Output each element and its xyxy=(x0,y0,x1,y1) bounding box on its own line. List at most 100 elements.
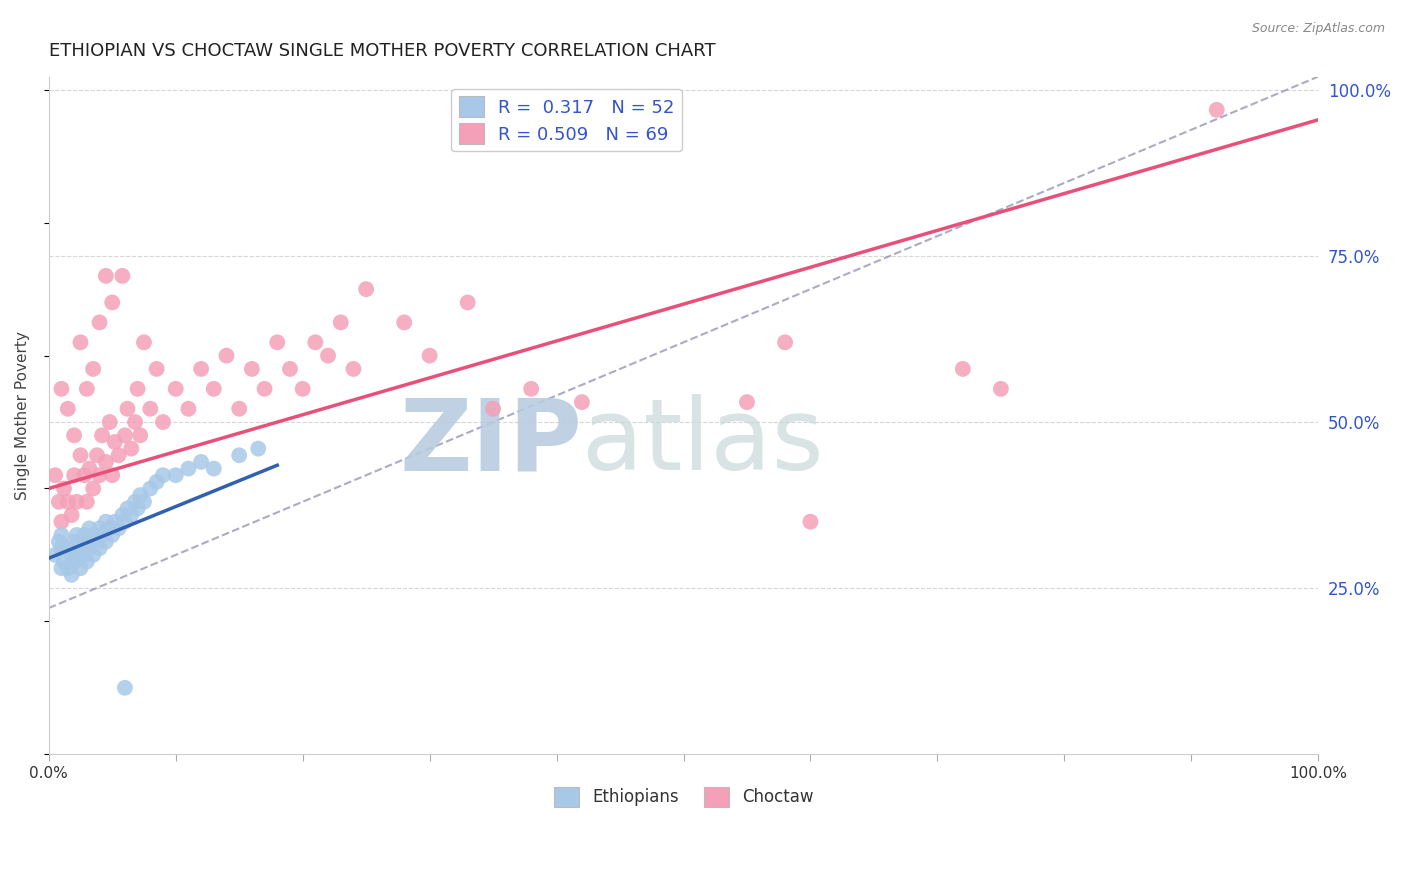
Point xyxy=(952,362,974,376)
Point xyxy=(111,268,134,283)
Point xyxy=(152,415,174,429)
Point xyxy=(53,482,76,496)
Point xyxy=(51,561,73,575)
Point xyxy=(114,515,136,529)
Point xyxy=(82,482,104,496)
Point xyxy=(48,534,70,549)
Point xyxy=(117,501,139,516)
Point xyxy=(457,295,479,310)
Point xyxy=(66,548,89,562)
Point xyxy=(76,534,98,549)
Point xyxy=(79,541,101,556)
Point xyxy=(89,541,111,556)
Point xyxy=(76,382,98,396)
Point xyxy=(177,461,200,475)
Point xyxy=(120,508,142,522)
Point xyxy=(56,561,79,575)
Point xyxy=(101,468,124,483)
Point xyxy=(165,468,187,483)
Point xyxy=(139,482,162,496)
Point xyxy=(63,555,86,569)
Point xyxy=(266,335,288,350)
Point xyxy=(145,362,167,376)
Point xyxy=(139,401,162,416)
Point xyxy=(228,401,250,416)
Point xyxy=(145,475,167,489)
Point xyxy=(799,515,821,529)
Y-axis label: Single Mother Poverty: Single Mother Poverty xyxy=(15,331,30,500)
Point xyxy=(247,442,270,456)
Point xyxy=(98,415,121,429)
Point xyxy=(89,521,111,535)
Point xyxy=(66,495,89,509)
Point xyxy=(107,448,129,462)
Point xyxy=(291,382,314,396)
Point xyxy=(152,468,174,483)
Point xyxy=(104,434,127,449)
Point xyxy=(104,515,127,529)
Point xyxy=(73,548,96,562)
Point xyxy=(94,534,117,549)
Point xyxy=(86,534,108,549)
Point xyxy=(98,521,121,535)
Text: ZIP: ZIP xyxy=(399,394,582,491)
Point xyxy=(773,335,796,350)
Point xyxy=(86,448,108,462)
Point xyxy=(127,501,149,516)
Point xyxy=(69,561,91,575)
Point xyxy=(63,468,86,483)
Point xyxy=(342,362,364,376)
Point xyxy=(107,521,129,535)
Point xyxy=(79,521,101,535)
Point xyxy=(129,428,152,442)
Point xyxy=(76,555,98,569)
Point xyxy=(73,528,96,542)
Point xyxy=(304,335,326,350)
Point xyxy=(329,315,352,329)
Point xyxy=(63,534,86,549)
Point xyxy=(124,495,146,509)
Point xyxy=(124,415,146,429)
Point xyxy=(51,515,73,529)
Point xyxy=(240,362,263,376)
Point xyxy=(114,428,136,442)
Point xyxy=(89,315,111,329)
Text: atlas: atlas xyxy=(582,394,824,491)
Point xyxy=(94,515,117,529)
Point xyxy=(177,401,200,416)
Legend: Ethiopians, Choctaw: Ethiopians, Choctaw xyxy=(547,780,820,814)
Point xyxy=(56,401,79,416)
Point xyxy=(60,548,83,562)
Point xyxy=(94,268,117,283)
Point xyxy=(215,349,238,363)
Point xyxy=(51,528,73,542)
Point xyxy=(82,528,104,542)
Point xyxy=(127,382,149,396)
Point xyxy=(316,349,339,363)
Point xyxy=(56,495,79,509)
Point xyxy=(190,362,212,376)
Point xyxy=(48,495,70,509)
Point xyxy=(89,468,111,483)
Point xyxy=(190,455,212,469)
Point xyxy=(66,528,89,542)
Point xyxy=(253,382,276,396)
Point xyxy=(120,442,142,456)
Point xyxy=(482,401,505,416)
Point xyxy=(114,681,136,695)
Text: ETHIOPIAN VS CHOCTAW SINGLE MOTHER POVERTY CORRELATION CHART: ETHIOPIAN VS CHOCTAW SINGLE MOTHER POVER… xyxy=(49,42,716,60)
Point xyxy=(56,541,79,556)
Point xyxy=(354,282,377,296)
Point xyxy=(53,555,76,569)
Point xyxy=(94,455,117,469)
Point xyxy=(44,468,66,483)
Point xyxy=(117,401,139,416)
Point xyxy=(571,395,593,409)
Point xyxy=(82,548,104,562)
Point xyxy=(520,382,543,396)
Point xyxy=(44,548,66,562)
Point xyxy=(69,335,91,350)
Point xyxy=(91,428,114,442)
Point xyxy=(132,335,155,350)
Point xyxy=(51,382,73,396)
